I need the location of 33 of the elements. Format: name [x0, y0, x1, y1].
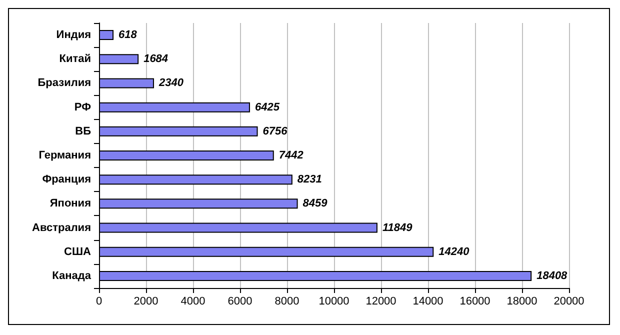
x-tick-label: 6000	[228, 296, 252, 308]
y-tick-label: Канада	[52, 270, 92, 282]
x-tick-label: 2000	[134, 296, 158, 308]
data-label: 2340	[158, 77, 184, 90]
x-tick-label: 10000	[318, 296, 350, 308]
data-label: 7442	[278, 150, 304, 162]
x-tick-label: 14000	[412, 296, 444, 308]
data-label: 6756	[262, 125, 288, 138]
data-label: 6425	[254, 101, 280, 114]
x-tick-label: 18000	[506, 296, 538, 308]
x-tick-label: 12000	[366, 296, 396, 308]
y-tick-label: Индия	[56, 29, 91, 42]
data-label: 18408	[536, 270, 568, 282]
x-tick-label: 4000	[180, 296, 206, 308]
data-label: 14240	[438, 246, 470, 258]
y-tick-label: РФ	[74, 101, 91, 114]
y-tick-label: Франция	[42, 174, 91, 186]
data-label: 8231	[297, 174, 322, 186]
data-label: 11849	[382, 222, 414, 234]
data-label: 8459	[302, 198, 328, 210]
y-tick-label: Япония	[50, 198, 91, 210]
data-label: 1684	[144, 53, 168, 66]
y-tick-label: Бразилия	[38, 77, 91, 90]
x-tick-label: 0	[96, 296, 102, 308]
y-tick-label: Австралия	[32, 222, 91, 234]
y-tick-label: Китай	[59, 53, 91, 66]
y-tick-label: Германия	[38, 150, 91, 162]
y-tick-label: США	[64, 246, 92, 258]
x-tick-label: 8000	[274, 296, 300, 308]
x-tick-label: 20000	[554, 296, 584, 308]
data-label: 618	[118, 29, 138, 42]
x-tick-label: 16000	[460, 296, 490, 308]
y-tick-label: ВБ	[75, 125, 92, 138]
